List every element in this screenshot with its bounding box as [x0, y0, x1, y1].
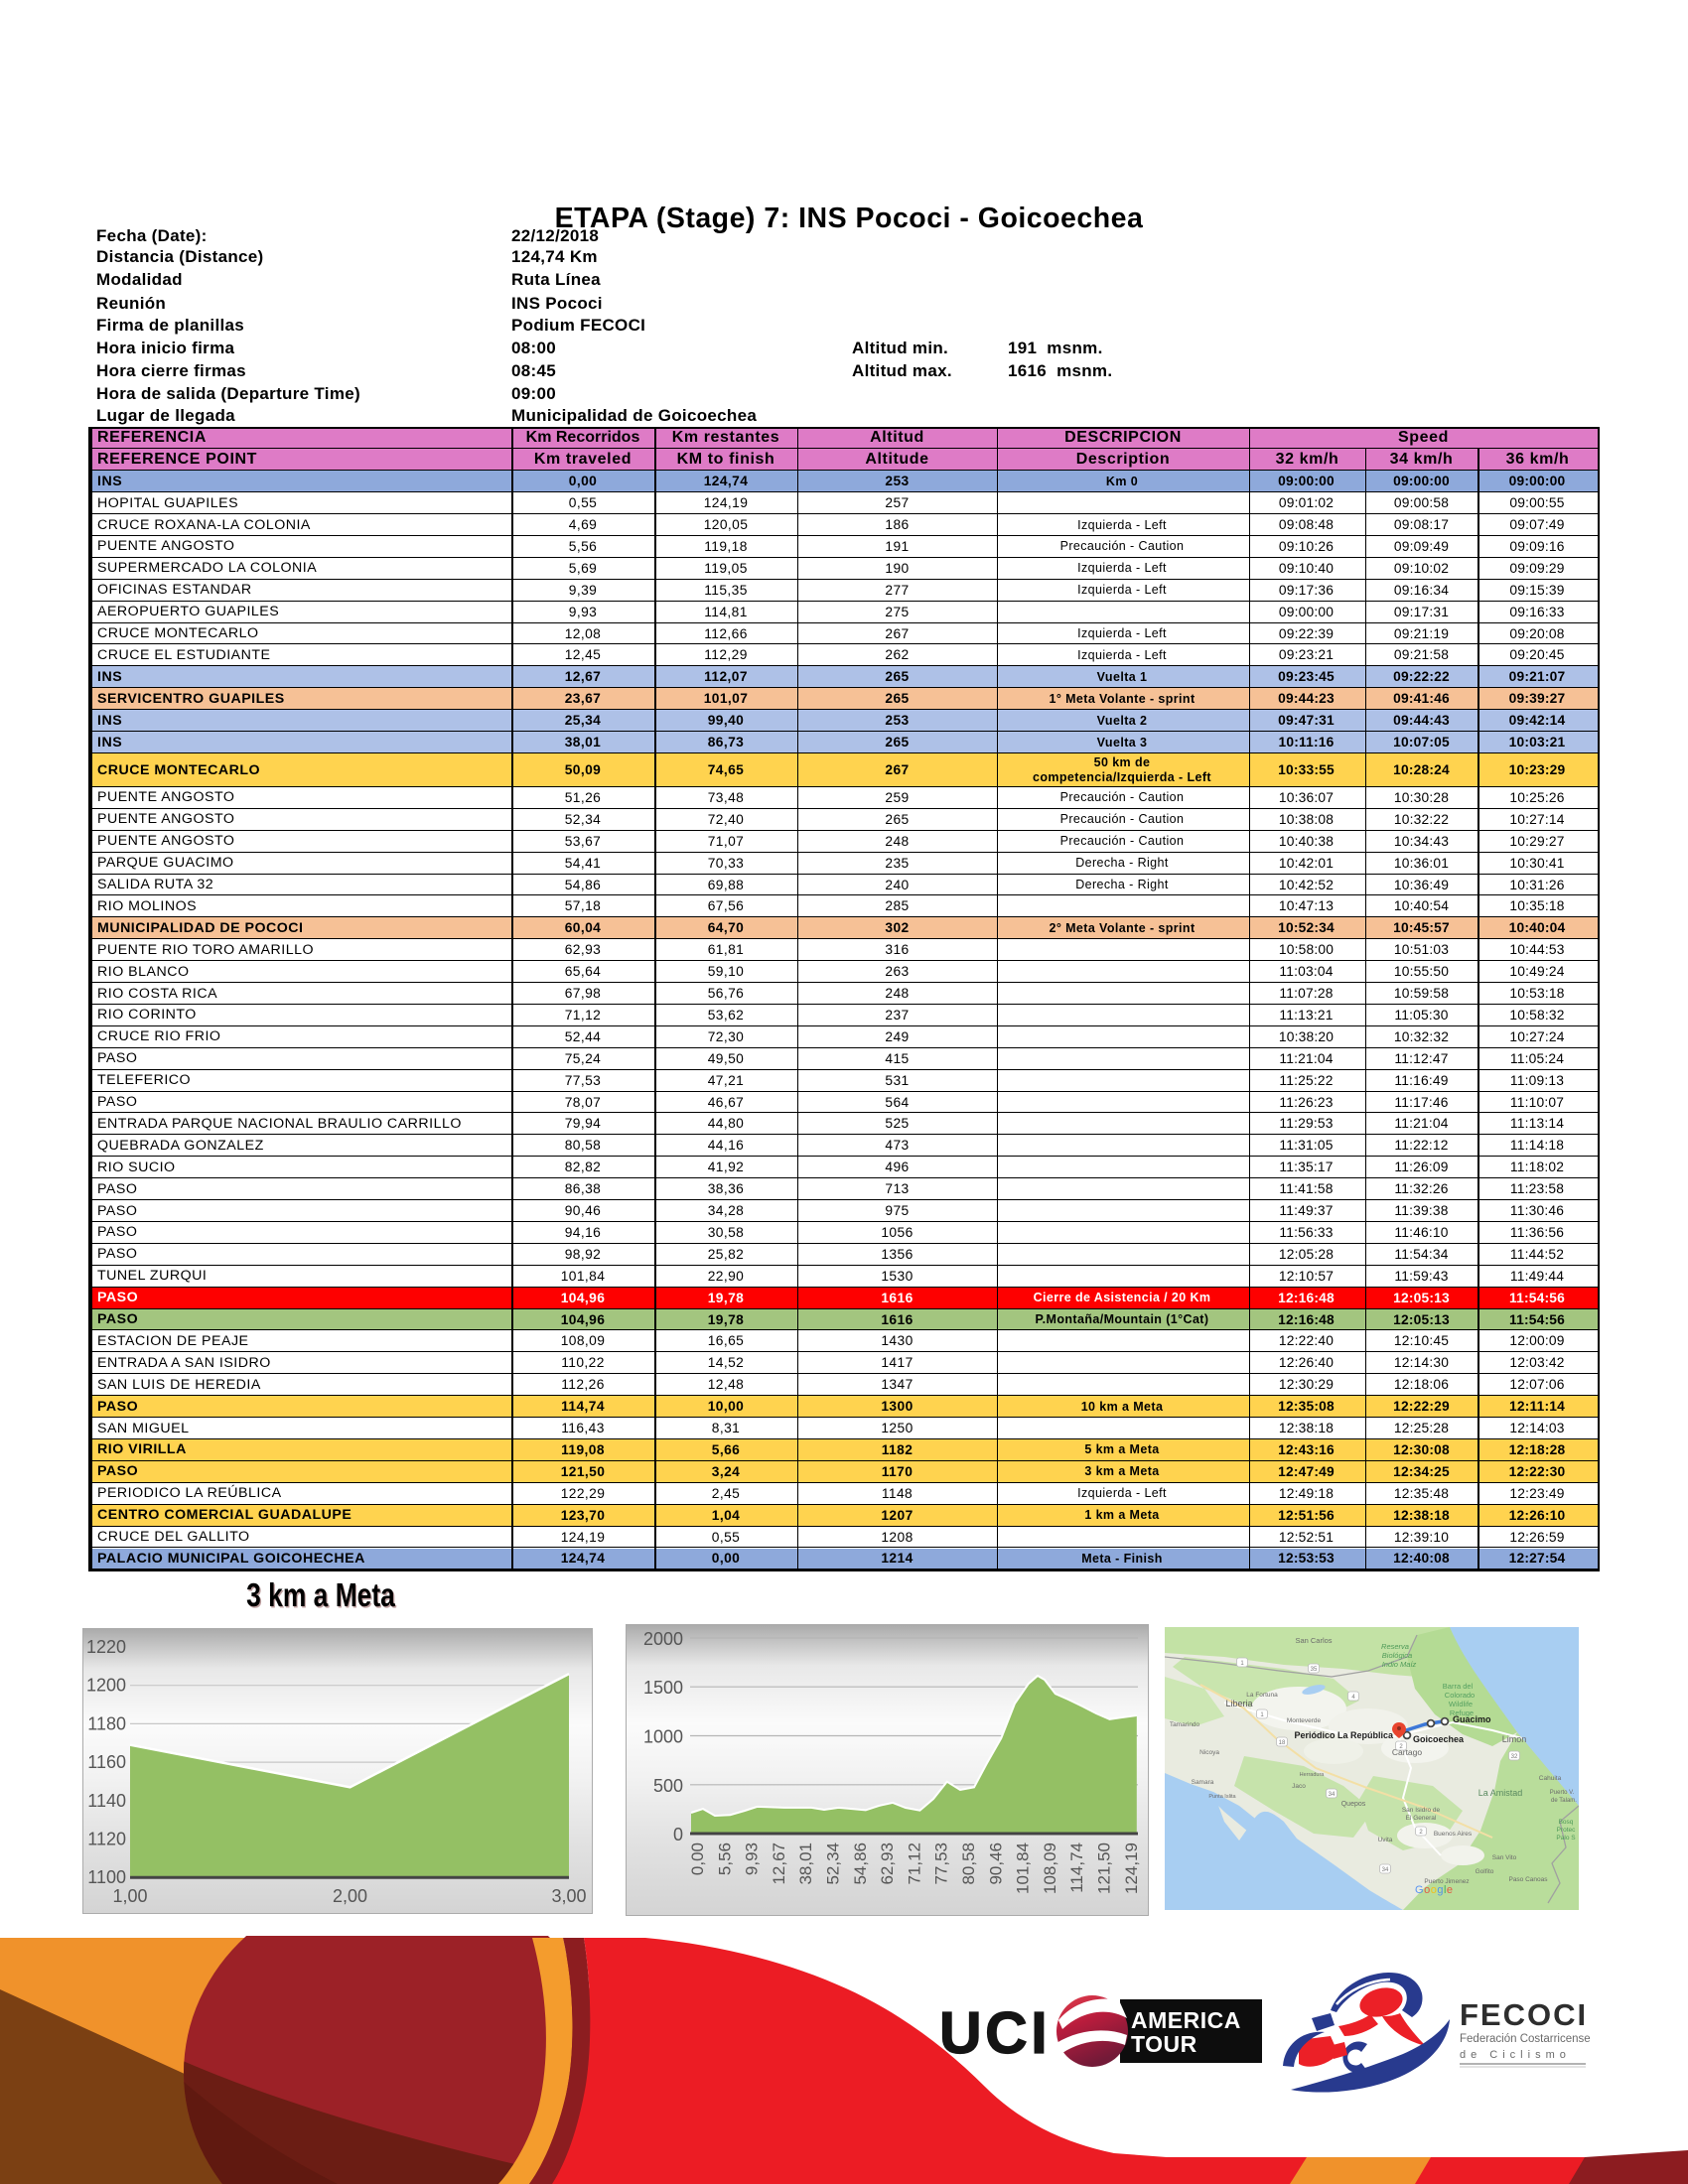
- svg-text:Liberia: Liberia: [1225, 1699, 1252, 1708]
- svg-text:62,93: 62,93: [878, 1843, 897, 1885]
- svg-text:Bosq: Bosq: [1559, 1819, 1574, 1826]
- svg-text:Palo S: Palo S: [1556, 1835, 1576, 1842]
- svg-text:32: 32: [1511, 1754, 1518, 1760]
- svg-text:UCI: UCI: [939, 2000, 1051, 2066]
- svg-text:Punta Islita: Punta Islita: [1208, 1794, 1236, 1800]
- svg-text:Barra del: Barra del: [1443, 1682, 1474, 1691]
- svg-text:1220: 1220: [86, 1637, 126, 1657]
- svg-text:Goicoechea: Goicoechea: [1413, 1734, 1465, 1744]
- svg-text:1140: 1140: [87, 1791, 126, 1811]
- svg-text:Monteverde: Monteverde: [1287, 1717, 1322, 1724]
- svg-text:Nicoya: Nicoya: [1199, 1749, 1219, 1756]
- svg-text:San Carlos: San Carlos: [1295, 1636, 1332, 1645]
- svg-text:Biológica: Biológica: [1382, 1651, 1412, 1660]
- svg-text:77,53: 77,53: [932, 1843, 951, 1885]
- svg-text:Jaco: Jaco: [1292, 1783, 1306, 1790]
- svg-text:FECOCI: FECOCI: [1460, 1997, 1588, 2032]
- svg-text:Guacimo: Guacimo: [1453, 1714, 1491, 1724]
- svg-text:Google: Google: [1415, 1884, 1454, 1896]
- svg-text:1200: 1200: [86, 1676, 126, 1696]
- svg-text:El General: El General: [1406, 1815, 1437, 1822]
- svg-text:Refuge: Refuge: [1450, 1708, 1474, 1717]
- svg-text:Puerto Jimenez: Puerto Jimenez: [1424, 1878, 1469, 1885]
- svg-text:101,84: 101,84: [1014, 1843, 1033, 1894]
- svg-text:9,93: 9,93: [743, 1843, 762, 1875]
- svg-text:2: 2: [1399, 1744, 1403, 1750]
- svg-text:35: 35: [1311, 1667, 1318, 1673]
- svg-text:Indio Maíz: Indio Maíz: [1382, 1660, 1417, 1669]
- svg-text:3,00: 3,00: [551, 1886, 586, 1906]
- svg-text:Limon: Limon: [1502, 1734, 1527, 1744]
- svg-text:de Ciclismo: de Ciclismo: [1460, 2049, 1571, 2061]
- svg-text:1: 1: [1260, 1712, 1264, 1718]
- svg-text:TOUR: TOUR: [1131, 2031, 1197, 2057]
- svg-text:1,00: 1,00: [112, 1886, 147, 1906]
- svg-text:54,86: 54,86: [851, 1843, 870, 1885]
- svg-text:34: 34: [1382, 1867, 1389, 1873]
- svg-text:1: 1: [1240, 1661, 1244, 1667]
- svg-text:1100: 1100: [87, 1867, 126, 1887]
- svg-text:Herradura: Herradura: [1300, 1772, 1326, 1778]
- svg-text:108,09: 108,09: [1041, 1843, 1059, 1894]
- svg-text:Colorado: Colorado: [1445, 1691, 1475, 1700]
- svg-text:Samara: Samara: [1192, 1779, 1214, 1786]
- svg-text:2,00: 2,00: [333, 1886, 367, 1906]
- svg-text:de Talam.: de Talam.: [1551, 1798, 1577, 1804]
- svg-text:18: 18: [1279, 1740, 1286, 1746]
- svg-text:124,19: 124,19: [1122, 1843, 1141, 1894]
- svg-text:La Fortuna: La Fortuna: [1246, 1692, 1278, 1699]
- svg-text:AMERICA: AMERICA: [1131, 2007, 1241, 2033]
- svg-text:Periódico La República: Periódico La República: [1294, 1730, 1394, 1740]
- svg-text:Uvita: Uvita: [1378, 1837, 1393, 1843]
- svg-text:2: 2: [1419, 1830, 1423, 1836]
- svg-text:Federación Costarricense: Federación Costarricense: [1460, 2033, 1591, 2045]
- svg-text:0: 0: [673, 1825, 683, 1844]
- svg-text:Wildlife: Wildlife: [1449, 1700, 1473, 1708]
- svg-text:34: 34: [1329, 1792, 1336, 1798]
- svg-text:San Isidro de: San Isidro de: [1402, 1807, 1441, 1814]
- svg-text:Paso Canoas: Paso Canoas: [1508, 1876, 1548, 1883]
- svg-text:San Vito: San Vito: [1492, 1854, 1517, 1861]
- svg-text:121,50: 121,50: [1095, 1843, 1114, 1894]
- svg-text:Quepos: Quepos: [1341, 1801, 1366, 1808]
- svg-text:5,56: 5,56: [715, 1843, 734, 1875]
- svg-text:80,58: 80,58: [959, 1843, 978, 1885]
- svg-text:38,01: 38,01: [796, 1843, 815, 1885]
- svg-text:114,74: 114,74: [1067, 1843, 1086, 1893]
- svg-text:1500: 1500: [643, 1678, 683, 1698]
- svg-text:Golfito: Golfito: [1476, 1868, 1494, 1875]
- svg-text:52,34: 52,34: [824, 1843, 843, 1885]
- svg-text:90,46: 90,46: [986, 1843, 1005, 1885]
- svg-text:0,00: 0,00: [688, 1843, 707, 1875]
- svg-text:La Amistad: La Amistad: [1478, 1788, 1523, 1798]
- svg-text:71,12: 71,12: [905, 1843, 923, 1885]
- svg-text:12,67: 12,67: [770, 1843, 788, 1885]
- svg-text:Buenos Aires: Buenos Aires: [1434, 1831, 1473, 1838]
- svg-text:1000: 1000: [643, 1727, 683, 1747]
- svg-text:1160: 1160: [87, 1752, 126, 1772]
- svg-text:1180: 1180: [87, 1713, 126, 1733]
- svg-text:4: 4: [1351, 1695, 1355, 1701]
- svg-text:Puerto V.: Puerto V.: [1550, 1790, 1575, 1796]
- svg-text:2000: 2000: [643, 1629, 683, 1649]
- svg-text:1120: 1120: [87, 1830, 126, 1849]
- svg-text:Protec: Protec: [1557, 1827, 1577, 1834]
- svg-text:Cartago: Cartago: [1392, 1747, 1423, 1757]
- svg-text:Cahuita: Cahuita: [1539, 1775, 1562, 1782]
- svg-text:Reserva: Reserva: [1381, 1642, 1409, 1651]
- svg-text:Tamarindo: Tamarindo: [1170, 1721, 1200, 1728]
- svg-text:500: 500: [653, 1776, 683, 1796]
